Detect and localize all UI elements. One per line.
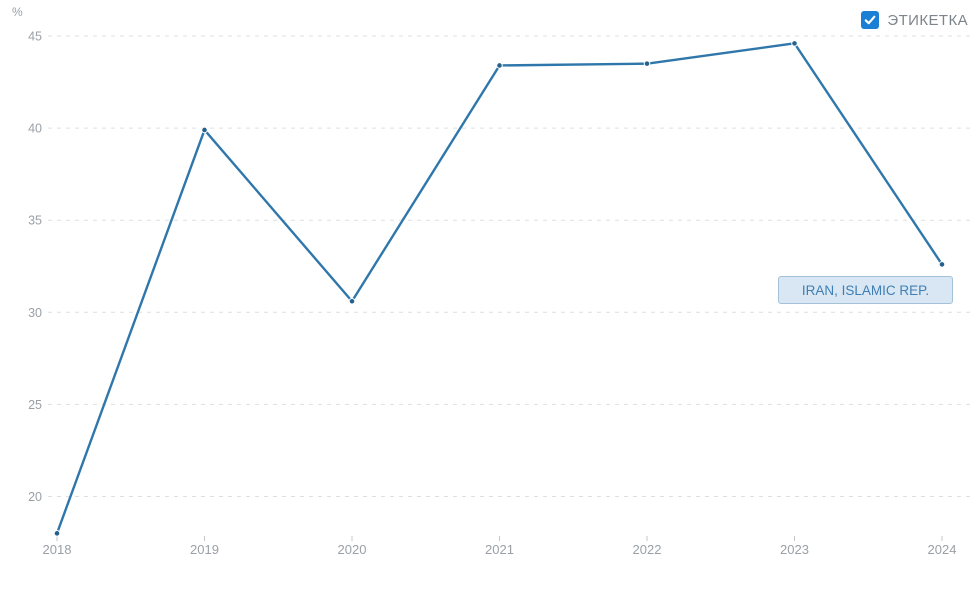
series-label[interactable]: IRAN, ISLAMIC REP.	[778, 276, 953, 304]
x-axis-tick-label: 2021	[485, 542, 514, 557]
x-axis-tick-label: 2018	[43, 542, 72, 557]
label-checkbox[interactable]	[861, 11, 880, 29]
y-axis-tick-label: 40	[28, 122, 42, 136]
y-axis-tick-label: 25	[28, 398, 42, 412]
y-axis-tick-label: 30	[28, 306, 42, 320]
legend-label: ЭТИКЕТКА	[887, 11, 968, 29]
data-point[interactable]	[643, 60, 651, 67]
legend: ЭТИКЕТКА	[857, 11, 968, 31]
x-axis-tick-label: 2022	[633, 542, 662, 557]
data-point[interactable]	[201, 126, 208, 134]
checkmark-icon	[865, 15, 876, 25]
y-axis-unit-label: %	[12, 5, 23, 19]
data-point[interactable]	[791, 40, 798, 47]
data-point[interactable]	[496, 62, 503, 69]
data-point[interactable]	[348, 297, 356, 305]
y-axis-tick-label: 35	[28, 214, 42, 228]
data-point[interactable]	[53, 530, 61, 537]
x-axis-tick-label: 2023	[780, 542, 809, 557]
data-point[interactable]	[938, 261, 946, 268]
y-axis-tick-label: 20	[28, 490, 42, 504]
x-axis-tick-label: 2019	[190, 542, 219, 557]
y-axis-tick-label: 45	[28, 30, 42, 44]
x-axis-tick-label: 2020	[338, 542, 367, 557]
x-axis-tick-label: 2024	[928, 542, 957, 557]
